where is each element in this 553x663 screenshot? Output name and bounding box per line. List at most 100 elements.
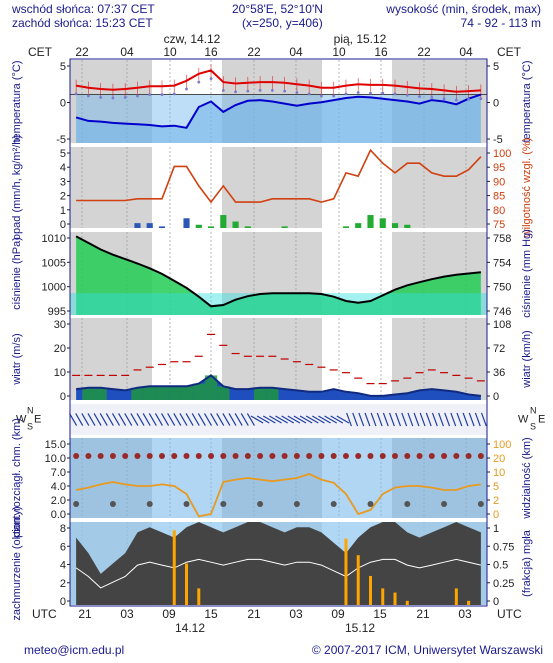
tick-label-left: 7.0: [51, 467, 66, 479]
night-band: [70, 147, 152, 228]
wind-arrow: [456, 412, 463, 427]
cet-tick-label: 22: [417, 45, 431, 59]
wind-strong-segment: [266, 387, 279, 400]
cet-tick-label: 22: [247, 45, 261, 59]
tick-label-left: 2: [60, 191, 66, 203]
low-cloud-line: [75, 558, 482, 589]
wind-arrow: [438, 412, 444, 427]
sunset-text: zachód słońca: 15:23 CET: [12, 16, 153, 30]
fog-bar: [185, 563, 189, 605]
wind-arrow: [81, 413, 90, 426]
wind-arrow: [222, 413, 231, 426]
wind-arrow: [382, 412, 389, 427]
wind-arrow: [388, 412, 395, 427]
cloud-top-point: [109, 453, 116, 459]
pressure-area: [76, 236, 481, 315]
panel-wind: 30 20 10 0 108 72 36 0: [54, 318, 511, 403]
utc-tick-label: 15: [373, 607, 387, 621]
cloud-top-point: [73, 453, 80, 459]
utc-label-left: UTC: [32, 607, 57, 621]
cet-tick-label: 10: [163, 45, 177, 59]
feels-like-point: [185, 87, 188, 91]
wind-arrow: [161, 413, 170, 426]
wind-arrow: [142, 413, 151, 426]
wind-arrow: [75, 413, 84, 426]
tick-label-right: 10: [493, 467, 505, 479]
tick-label-left: 1005: [42, 257, 66, 269]
cloud-top-point: [441, 453, 448, 459]
tick-label-right: 95: [493, 162, 505, 174]
wind-arrow: [311, 415, 325, 424]
tick-label-left: 5: [60, 61, 66, 73]
wind-arrow: [167, 413, 176, 426]
cloud-low-point: [183, 501, 190, 507]
cloud-top-point: [122, 453, 129, 459]
wind-strong-segment: [180, 386, 193, 400]
feels-like-point: [283, 89, 287, 93]
wind-speed-line: [75, 374, 482, 397]
wind-arrow: [358, 412, 365, 427]
panel-temperature: 5 0 -5 5 0 -5: [56, 60, 503, 146]
cloud-top-point: [293, 453, 300, 459]
feels-like-point: [393, 92, 397, 96]
feels-like-point: [74, 92, 78, 96]
precip-bar: [404, 224, 411, 228]
wind-arrow: [130, 413, 139, 426]
panel-precip: 5 4 3 2 1 0 100 95 90 85 80 75: [60, 147, 511, 231]
feels-like-point: [258, 89, 262, 92]
wind-arrow: [69, 413, 78, 426]
elevation-values: 74 - 92 - 113 m: [460, 16, 541, 30]
wind-strong-segment: [131, 387, 144, 400]
tick-label-right: 1: [493, 523, 499, 535]
wind-arrow: [99, 413, 108, 426]
fog-bar: [393, 592, 397, 605]
fog-bar: [197, 588, 201, 605]
feels-like-point: [381, 91, 385, 95]
cloud-top-point: [342, 453, 349, 459]
tick-label-right: 0: [493, 596, 499, 608]
feels-like-point: [344, 92, 348, 96]
wind-arrow: [105, 413, 114, 426]
tick-label-left: 5: [60, 148, 66, 160]
tick-label-right: 36: [493, 367, 505, 379]
wind-strong-segment: [143, 386, 156, 400]
fog-bar: [405, 600, 409, 605]
cloud-top-point: [134, 453, 141, 459]
wind-arrow: [395, 412, 402, 427]
precip-bar: [379, 218, 386, 228]
cet-tick-label: 04: [120, 45, 134, 59]
wind-arrow: [148, 413, 157, 426]
panel-pressure: 1010 1005 1000 995 758 754 750 746: [42, 232, 511, 318]
wind-arrow: [401, 412, 408, 427]
fog-bar: [381, 588, 385, 605]
cloud-top-point: [306, 453, 313, 459]
utc-label-right: UTC: [497, 607, 522, 621]
wind-arrow: [305, 415, 319, 424]
chart-frame: [69, 58, 488, 607]
ylabel-clouds-left: zachmurzenie (oktanty): [11, 506, 23, 620]
cloud-top-point: [220, 453, 227, 459]
email-link[interactable]: meteo@icm.edu.pl: [24, 643, 125, 657]
cloud-low-point: [220, 501, 227, 507]
tick-label-right: 0.75: [493, 541, 514, 553]
cet-tick-label: 16: [204, 45, 218, 59]
feels-like-point: [369, 91, 372, 95]
below-zero-area: [76, 94, 481, 143]
tick-label-left: 4.0: [51, 481, 66, 493]
tick-label-right: 5: [493, 481, 499, 493]
wind-arrow: [370, 412, 377, 427]
wind-arrow: [419, 412, 426, 427]
fog-bar: [344, 538, 348, 605]
wind-arrow: [407, 412, 414, 427]
ylabel-visibility-right: widzialność (km): [521, 437, 533, 519]
ylabel-pressure-left: ciśnienie (hPa): [11, 237, 23, 310]
panel-clouds: 8 6 4 2 0 1 0.75 0.5 0.25 0: [60, 522, 514, 608]
cloud-low-point: [257, 501, 264, 507]
cloud-low-point: [109, 501, 116, 507]
coords-text: 20°58'E, 52°10'N: [232, 2, 323, 16]
tick-label-left: 0: [60, 391, 66, 403]
wind-arrow: [118, 413, 127, 426]
precip-bar: [134, 223, 141, 228]
precip-bar: [232, 221, 239, 228]
cloud-low-point: [330, 501, 337, 507]
